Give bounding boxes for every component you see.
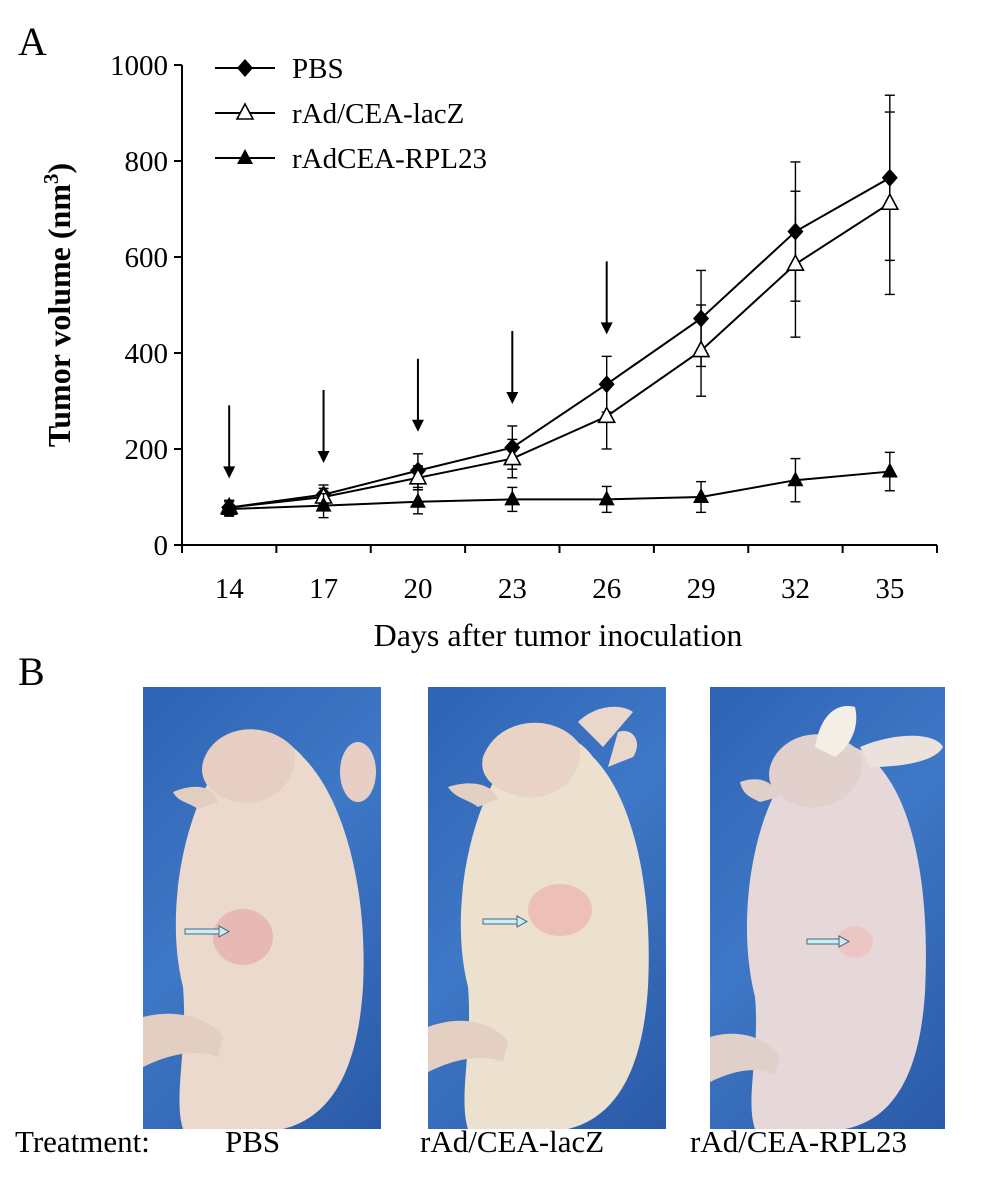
- x-tick-label: 32: [781, 573, 810, 605]
- x-tick-label: 20: [403, 573, 432, 605]
- tumor-arrow-icon: [184, 925, 231, 938]
- legend-entry: PBS: [215, 53, 344, 85]
- panel-a-label: A: [18, 19, 47, 64]
- y-tick-label: 400: [125, 338, 169, 370]
- x-tick-label: 26: [592, 573, 621, 605]
- mouse-photo-lacz: [428, 687, 666, 1129]
- y-tick-label: 1000: [110, 50, 168, 82]
- data-point: [502, 447, 522, 466]
- x-tick-label: 14: [215, 573, 245, 605]
- series-line: [229, 202, 891, 509]
- y-tick-label: 200: [125, 434, 169, 466]
- panel-b-label: B: [18, 649, 45, 694]
- tumor-arrow-icon: [482, 915, 529, 928]
- data-point: [693, 488, 710, 503]
- data-point: [691, 339, 711, 358]
- series-layer: [219, 94, 900, 519]
- data-point: [787, 471, 804, 487]
- x-tick-label: 17: [309, 573, 338, 605]
- y-tick-label: 600: [125, 242, 169, 274]
- series-2: [221, 451, 898, 519]
- data-point: [315, 496, 332, 512]
- x-tick-label: 29: [687, 573, 716, 605]
- data-point: [881, 462, 898, 478]
- data-point: [786, 253, 805, 272]
- legend-marker: [237, 149, 253, 164]
- chart-axes: 0 200 400 600 800 1000 14 17 20 23 26 29 32 35: [110, 50, 938, 605]
- injection-arrow-head: [223, 466, 236, 479]
- data-point: [408, 467, 428, 485]
- data-point: [221, 500, 238, 515]
- x-axis-title: Days after tumor inoculation: [374, 617, 743, 653]
- mouse-photo-rpl23: [710, 687, 945, 1129]
- injection-arrow-head: [600, 322, 613, 335]
- chart-legend: PBS rAd/CEA-lacZ rAdCEA-RPL23: [215, 53, 487, 175]
- treatment-label: Treatment:: [15, 1124, 150, 1159]
- injection-arrow-head: [506, 391, 519, 404]
- data-point: [597, 405, 617, 424]
- y-tick-label: 0: [154, 530, 169, 562]
- series-1: [219, 111, 900, 516]
- treatment-group-pbs: PBS: [225, 1124, 281, 1159]
- treatment-group-lacz: rAd/CEA-lacZ: [420, 1124, 605, 1159]
- data-point: [409, 492, 426, 508]
- series-line: [229, 176, 891, 509]
- legend-label: PBS: [292, 53, 344, 85]
- x-tick-label: 23: [498, 573, 527, 605]
- legend-label: rAdCEA-RPL23: [292, 143, 487, 175]
- treatment-group-rpl23: rAd/CEA-RPL23: [690, 1124, 907, 1159]
- series-line: [229, 470, 890, 510]
- x-tick-label: 35: [875, 573, 904, 605]
- legend-entry: rAd/CEA-lacZ: [215, 98, 464, 130]
- tumor-arrow-icon: [806, 935, 851, 948]
- legend-label: rAd/CEA-lacZ: [292, 98, 464, 130]
- legend-entry: rAdCEA-RPL23: [215, 143, 487, 175]
- injection-arrow-head: [317, 451, 330, 463]
- data-point: [880, 192, 900, 211]
- data-point: [598, 490, 615, 506]
- injection-arrow-head: [411, 419, 424, 432]
- tumor-volume-chart: 0 200 400 600 800 1000 14 17 20 23 26 29 32 35 PBS rAd…: [39, 50, 938, 653]
- y-tick-label: 800: [125, 146, 169, 178]
- injection-arrows: [223, 261, 613, 479]
- mouse-photo-pbs: [143, 687, 381, 1129]
- legend-marker: [237, 59, 253, 77]
- legend-marker: [235, 102, 255, 120]
- y-axis-title: Tumor volume (nm3): [39, 163, 77, 447]
- data-point: [504, 490, 521, 506]
